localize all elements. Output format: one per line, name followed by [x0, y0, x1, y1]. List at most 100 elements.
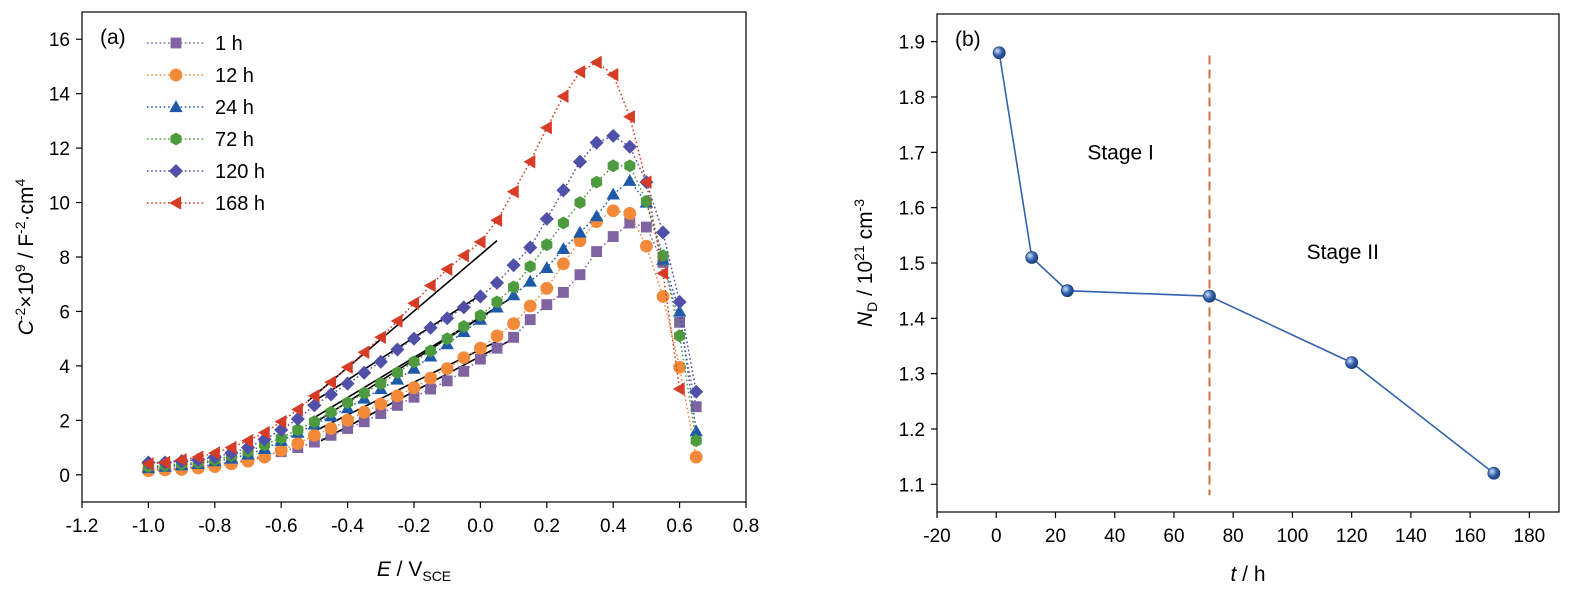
- data-point-1-h: [474, 353, 486, 365]
- data-point-168-h: [423, 278, 436, 293]
- data-point-120-h: [207, 450, 222, 465]
- series-line-12-h: [148, 209, 697, 472]
- x-tick-label: 120: [1336, 526, 1368, 547]
- data-point-168-h: [523, 155, 536, 169]
- data-point-120-h: [307, 398, 322, 413]
- y-title-sup-2: 9: [12, 264, 28, 272]
- data-point-72-h: [508, 280, 520, 294]
- panel-b-x-ticks: -20 0 20 40 60 80 100 120 140 160 180: [923, 512, 1545, 547]
- data-point-72-h: [358, 386, 370, 400]
- x-tick-label: -0.8: [198, 516, 231, 537]
- legend-marker: [169, 100, 183, 113]
- data-point-168-h: [291, 402, 303, 417]
- x-tick-label: 140: [1395, 526, 1427, 547]
- data-point-168-h: [457, 248, 469, 263]
- x-tick-label: 20: [1045, 526, 1066, 547]
- data-point-12-h: [557, 257, 570, 271]
- x-tick-label: 0.4: [600, 516, 627, 537]
- panel-b-series-line: [998, 52, 1495, 474]
- legend-marker: [169, 196, 182, 210]
- data-point-12-h: [623, 207, 637, 220]
- x-tick-label: 0.6: [666, 516, 692, 537]
- x-tick-label: -20: [923, 526, 950, 547]
- data-point-72-h: [408, 355, 420, 369]
- data-point-120-h: [672, 294, 687, 309]
- data-point-120-h: [406, 331, 422, 346]
- data-point-12-h: [523, 299, 537, 313]
- y-title-b-unit-sup: -3: [851, 199, 867, 212]
- data-point-12-h: [274, 443, 288, 457]
- series-24-h: [141, 174, 703, 474]
- x-tick-label: 60: [1163, 526, 1184, 547]
- y-title-b-rest: / 10: [854, 261, 877, 302]
- data-point-120-h: [622, 139, 637, 154]
- data-point-12-h: [407, 381, 421, 395]
- series-168-h: [141, 55, 685, 471]
- y-tick-label: 8: [59, 248, 70, 269]
- data-point-1-h: [674, 316, 686, 328]
- data-point-12-h: [424, 371, 437, 385]
- data-point-12-h: [457, 351, 471, 365]
- data-point-24-h: [540, 261, 554, 274]
- panel-a-x-ticks: -1.2 -1.0 -0.8 -0.6 -0.4 -0.2 0.0 0.2 0.4 0.6 0.8: [66, 502, 759, 537]
- data-point-72-h: [674, 329, 686, 343]
- legend-item-1-h: 1 h: [147, 33, 243, 55]
- data-point-1-h: [524, 314, 536, 326]
- x-tick-label: 40: [1104, 526, 1125, 547]
- x-tick-label: 0.0: [467, 516, 493, 537]
- legend-label: 72 h: [215, 129, 254, 151]
- data-point: [1487, 466, 1501, 480]
- y-tick-label: 10: [49, 194, 70, 215]
- data-point-120-h: [440, 311, 455, 326]
- data-point-72-h: [474, 309, 486, 322]
- data-point-1-h: [624, 217, 636, 229]
- data-point-120-h: [423, 320, 438, 335]
- data-point-1-h: [358, 416, 370, 428]
- x-tick-label: 100: [1277, 526, 1309, 547]
- data-point-168-h: [241, 434, 254, 448]
- y-tick-label: 2: [59, 411, 70, 432]
- legend-marker: [170, 132, 182, 146]
- data-point-1-h: [308, 436, 320, 448]
- data-point-72-h: [308, 415, 320, 429]
- data-point-1-h: [690, 401, 702, 413]
- y-title-symbol: C: [15, 319, 38, 335]
- panel-a-series: [141, 55, 704, 478]
- stage-label-stage-i: Stage I: [1087, 141, 1154, 164]
- x-tick-label: 180: [1514, 526, 1546, 547]
- panel-a-x-axis-title: E / VSCE: [377, 558, 451, 584]
- data-point-120-h: [323, 387, 339, 402]
- legend-label: 12 h: [215, 65, 254, 87]
- data-point-72-h: [657, 249, 669, 263]
- y-title-part-2: / F: [15, 234, 38, 264]
- y-tick-label: 16: [49, 30, 70, 51]
- data-point: [1203, 289, 1216, 303]
- x-tick-label: -0.6: [265, 516, 298, 537]
- data-point-1-h: [375, 408, 387, 419]
- data-point-120-h: [340, 376, 355, 391]
- y-tick-label: 1.6: [899, 199, 925, 220]
- data-point-168-h: [390, 314, 403, 328]
- data-point-72-h: [425, 344, 437, 358]
- data-point-168-h: [307, 389, 320, 403]
- data-point-168-h: [158, 455, 171, 470]
- data-point-72-h: [441, 332, 453, 346]
- data-point-72-h: [524, 260, 536, 273]
- data-point-120-h: [572, 154, 588, 169]
- data-point-24-h: [523, 274, 537, 287]
- y-title-b-sup: 21: [851, 245, 867, 261]
- x-title-symbol: E: [377, 558, 392, 581]
- data-point-168-h: [440, 262, 453, 276]
- data-point-72-h: [491, 295, 503, 309]
- legend-item-120-h: 120 h: [147, 161, 265, 183]
- panel-b-points: [992, 46, 1501, 480]
- data-point-120-h: [523, 240, 538, 255]
- data-point-12-h: [291, 437, 305, 450]
- data-point-120-h: [556, 183, 571, 198]
- data-point-12-h: [341, 413, 354, 427]
- data-point-1-h: [557, 286, 569, 298]
- y-tick-label: 4: [59, 357, 70, 378]
- data-point-12-h: [391, 389, 404, 403]
- data-point-168-h: [639, 175, 652, 189]
- x-tick-label: 0.2: [534, 516, 560, 537]
